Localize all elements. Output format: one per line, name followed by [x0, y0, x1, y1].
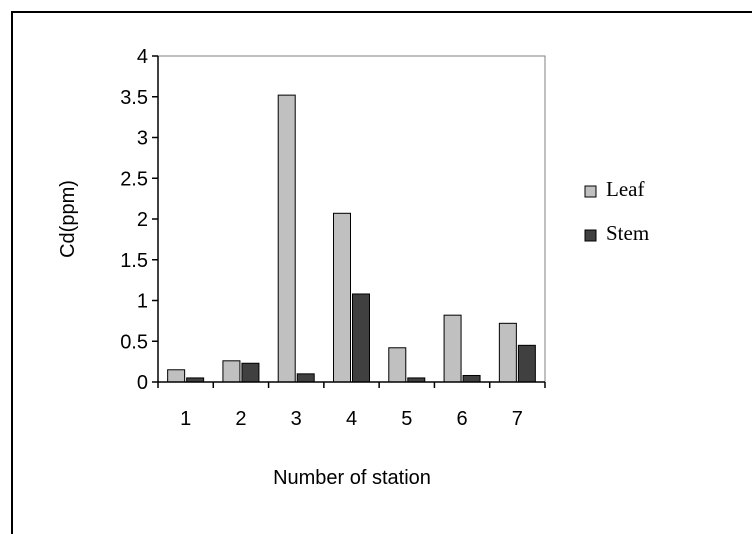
- x-axis-label: Number of station: [273, 467, 431, 489]
- bar-stem-4: [352, 293, 370, 383]
- x-tick-label: 5: [401, 408, 412, 430]
- y-axis-label: Cd(ppm): [57, 180, 79, 258]
- y-tick-label: 2: [137, 209, 148, 231]
- legend-swatch-stem: [584, 229, 597, 242]
- x-tick-label: 1: [180, 408, 191, 430]
- bar-stem-3: [296, 373, 315, 383]
- x-tick-label: 7: [512, 408, 523, 430]
- y-tick-label: 3: [137, 128, 148, 150]
- bar-leaf-5: [388, 347, 407, 383]
- y-tick-label: 0.5: [120, 331, 148, 353]
- y-tick-label: 4: [137, 46, 148, 68]
- x-tick-label: 3: [291, 408, 302, 430]
- bar-stem-6: [462, 374, 481, 383]
- legend: Leaf Stem: [584, 177, 649, 245]
- bar-leaf-2: [222, 360, 241, 383]
- y-tick-label: 1.5: [120, 250, 148, 272]
- legend-swatch-leaf: [584, 185, 597, 198]
- x-tick-label: 4: [346, 408, 357, 430]
- bar-leaf-1: [167, 369, 186, 383]
- bar-leaf-7: [498, 322, 517, 383]
- bar-stem-2: [241, 362, 260, 383]
- y-tick-label: 0: [137, 372, 148, 394]
- legend-label-leaf: Leaf: [606, 177, 644, 201]
- bar-leaf-4: [333, 212, 351, 383]
- axes-group: 0 0.5 1 1.5 2 2.5 3 3.5 4 1 2 3 4 5 6 7: [120, 46, 546, 430]
- plot-area: [157, 55, 546, 383]
- y-tick-label: 2.5: [120, 168, 148, 190]
- bar-stem-7: [517, 344, 536, 383]
- y-tick-label: 1: [137, 291, 148, 313]
- x-tick-label: 2: [235, 408, 246, 430]
- bar-leaf-6: [443, 314, 462, 383]
- legend-label-stem: Stem: [606, 221, 649, 245]
- bars-group: [167, 94, 536, 383]
- y-tick-label: 3.5: [120, 87, 148, 109]
- x-tick-label: 6: [457, 408, 468, 430]
- chart-border: [11, 11, 752, 534]
- bar-leaf-3: [277, 94, 296, 383]
